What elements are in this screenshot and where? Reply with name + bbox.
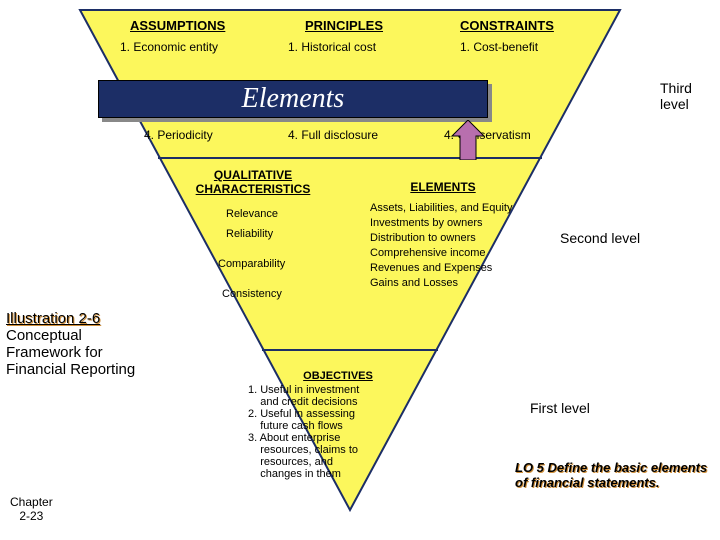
elements-header: ELEMENTS bbox=[398, 180, 488, 194]
qc-item-3: Consistency bbox=[222, 288, 282, 300]
third-level-label: Third level bbox=[660, 80, 692, 112]
el-line-1: Investments by owners bbox=[370, 217, 483, 229]
obj-line-7: changes in them bbox=[248, 468, 428, 480]
illustration-title: Illustration 2-6 bbox=[6, 310, 100, 327]
assumption-1: 1. Economic entity bbox=[120, 40, 218, 54]
elements-banner: Elements bbox=[98, 80, 488, 118]
objectives-block: OBJECTIVES 1. Useful in investment and c… bbox=[248, 370, 428, 480]
illustration-caption: Illustration 2-6 Conceptual Framework fo… bbox=[6, 310, 146, 378]
obj-line-2: 2. Useful in assessing bbox=[248, 408, 428, 420]
header-assumptions: ASSUMPTIONS bbox=[130, 18, 225, 33]
header-principles: PRINCIPLES bbox=[305, 18, 383, 33]
principle-1: 1. Historical cost bbox=[288, 40, 376, 54]
header-constraints: CONSTRAINTS bbox=[460, 18, 554, 33]
obj-line-5: resources, claims to bbox=[248, 444, 428, 456]
principle-4: 4. Full disclosure bbox=[288, 128, 378, 142]
obj-line-0: 1. Useful in investment bbox=[248, 384, 428, 396]
el-line-3: Comprehensive income bbox=[370, 247, 486, 259]
assumption-4: 4. Periodicity bbox=[144, 128, 213, 142]
el-line-2: Distribution to owners bbox=[370, 232, 476, 244]
obj-line-4: 3. About enterprise bbox=[248, 432, 428, 444]
qc-item-0: Relevance bbox=[226, 208, 278, 220]
el-line-4: Revenues and Expenses bbox=[370, 262, 492, 274]
obj-line-6: resources, and bbox=[248, 456, 428, 468]
el-line-0: Assets, Liabilities, and Equity bbox=[370, 202, 512, 214]
arrow-up-icon bbox=[448, 120, 488, 160]
qc-header: QUALITATIVE CHARACTERISTICS bbox=[188, 168, 318, 196]
objectives-title: OBJECTIVES bbox=[248, 370, 428, 382]
chapter-label: Chapter 2-23 bbox=[10, 495, 53, 523]
second-level-label: Second level bbox=[560, 230, 640, 246]
first-level-label: First level bbox=[530, 400, 590, 416]
el-line-5: Gains and Losses bbox=[370, 277, 458, 289]
qc-item-1: Reliability bbox=[226, 228, 273, 240]
constraint-1: 1. Cost-benefit bbox=[460, 40, 538, 54]
obj-line-1: and credit decisions bbox=[248, 396, 428, 408]
learning-objective: LO 5 Define the basic elements of financ… bbox=[515, 460, 715, 490]
illustration-body: Conceptual Framework for Financial Repor… bbox=[6, 327, 135, 378]
qc-item-2: Comparability bbox=[218, 258, 285, 270]
obj-line-3: future cash flows bbox=[248, 420, 428, 432]
